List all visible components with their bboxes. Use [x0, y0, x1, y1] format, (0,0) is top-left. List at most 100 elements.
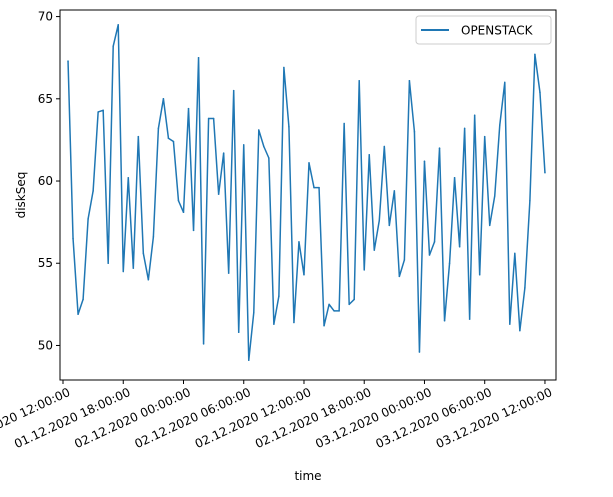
legend-label: OPENSTACK [461, 24, 534, 38]
data-point [448, 262, 451, 264]
data-point [519, 329, 521, 332]
data-point [514, 252, 516, 255]
data-point [323, 324, 325, 327]
data-point [428, 254, 431, 256]
data-point [348, 303, 350, 306]
data-point [458, 246, 461, 248]
data-point [408, 79, 411, 82]
data-point [383, 145, 386, 148]
data-point [318, 186, 320, 189]
data-point [172, 140, 175, 143]
data-point [258, 129, 260, 131]
data-point [468, 318, 471, 320]
data-point [353, 298, 355, 301]
data-point [438, 147, 441, 149]
data-point [273, 323, 275, 325]
data-point [343, 122, 345, 125]
data-point [248, 359, 250, 362]
data-point [453, 176, 456, 179]
data-point [403, 259, 406, 261]
data-point [328, 303, 330, 306]
data-point [463, 127, 466, 130]
data-point [293, 321, 295, 324]
data-point [182, 211, 185, 214]
y-tick-label: 65 [38, 92, 53, 106]
y-tick-label: 60 [38, 174, 53, 188]
data-point [92, 190, 94, 192]
data-point [338, 310, 340, 312]
data-point [388, 224, 391, 227]
y-tick-label: 50 [38, 338, 53, 352]
data-point [423, 160, 426, 163]
data-point [288, 126, 290, 128]
x-tick-label: 03.12.2020 12:00:00 [434, 385, 554, 451]
y-axis: 50 55 60 65 70 [38, 10, 60, 352]
data-point [393, 190, 396, 192]
data-point [122, 270, 125, 273]
data-point [433, 241, 436, 243]
legend: OPENSTACK [415, 15, 552, 45]
data-point [398, 275, 401, 278]
data-point [478, 274, 481, 276]
data-point [147, 278, 150, 281]
series-line [67, 24, 546, 362]
data-point [112, 45, 114, 47]
data-point [368, 153, 370, 156]
plot-content [67, 24, 546, 362]
data-point [443, 320, 446, 322]
data-point [192, 229, 195, 232]
data-point [87, 218, 89, 220]
data-point [227, 272, 230, 274]
data-point [303, 274, 305, 276]
data-point [77, 313, 79, 315]
data-point [529, 200, 531, 202]
data-point [504, 81, 506, 84]
data-point [333, 310, 335, 312]
data-point [162, 98, 165, 100]
data-point [157, 127, 160, 130]
data-point [524, 287, 526, 289]
data-point [132, 267, 135, 269]
data-point [242, 144, 245, 146]
data-point [499, 124, 501, 126]
data-point [283, 66, 285, 69]
data-point [82, 298, 84, 301]
data-point [509, 323, 511, 325]
data-point [373, 249, 376, 251]
y-tick-label: 70 [38, 10, 53, 24]
data-point [97, 111, 99, 113]
data-point [363, 269, 365, 271]
y-tick-label: 55 [38, 256, 53, 270]
data-point [483, 135, 486, 138]
data-point [212, 117, 215, 120]
data-point [378, 219, 381, 222]
y-axis-label: diskSeq [14, 172, 28, 219]
data-point [107, 262, 109, 264]
data-point [253, 311, 255, 314]
data-point [308, 162, 310, 164]
data-point [494, 195, 496, 197]
data-point [127, 176, 130, 179]
data-point [237, 331, 240, 334]
data-point [488, 224, 491, 227]
legend-box [415, 15, 552, 45]
data-point [313, 186, 315, 189]
data-point [232, 89, 235, 92]
data-point [177, 200, 180, 202]
data-point [102, 109, 104, 112]
plot-frame [59, 9, 557, 381]
data-point [197, 56, 200, 59]
data-point [167, 137, 170, 140]
data-point [278, 295, 280, 297]
data-point [473, 114, 476, 116]
data-point [358, 79, 360, 82]
data-point [418, 351, 421, 353]
data-point [142, 252, 145, 255]
data-point [268, 157, 270, 159]
data-point [202, 343, 205, 345]
data-point [72, 237, 74, 240]
data-point [217, 193, 220, 195]
data-point [263, 145, 265, 148]
